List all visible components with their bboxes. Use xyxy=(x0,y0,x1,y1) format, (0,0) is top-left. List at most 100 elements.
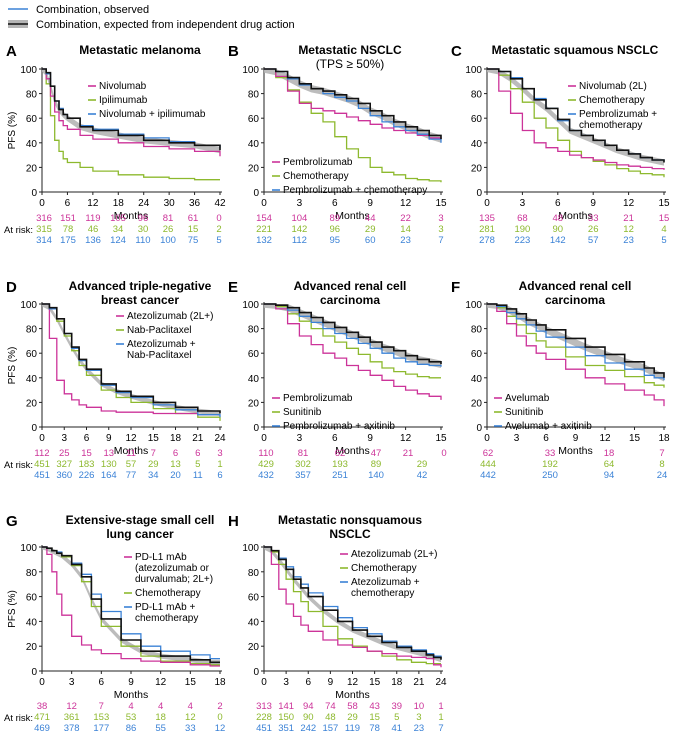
x-tick-label: 6 xyxy=(332,433,338,444)
at-risk-count: 223 xyxy=(514,235,530,246)
at-risk-count: 105 xyxy=(110,213,126,224)
at-risk-count: 34 xyxy=(113,224,124,235)
x-axis-label: Months xyxy=(335,689,369,701)
at-risk-count: 1 xyxy=(438,712,443,723)
at-risk-count: 20 xyxy=(170,470,181,481)
x-tick-label: 36 xyxy=(189,198,201,209)
at-risk-count: 13 xyxy=(103,448,114,459)
x-tick-label: 9 xyxy=(328,677,334,688)
at-risk-count: 150 xyxy=(278,712,294,723)
at-risk-count: 6 xyxy=(195,448,200,459)
panel-b: B Metastatic NSCLC(TPS ≥ 50%)020406080100… xyxy=(228,43,447,246)
at-risk-count: 357 xyxy=(295,470,311,481)
x-tick-label: 12 xyxy=(87,198,99,209)
y-tick-label: 40 xyxy=(248,617,260,628)
at-risk-count: 26 xyxy=(588,224,599,235)
at-risk-count: 42 xyxy=(417,470,428,481)
at-risk-count: 154 xyxy=(256,213,272,224)
at-risk-count: 5 xyxy=(661,235,666,246)
y-tick-label: 100 xyxy=(20,300,37,311)
panel-title: Advanced triple-negative xyxy=(69,279,212,293)
x-tick-label: 15 xyxy=(435,198,447,209)
legend-entry: Pembrolizumab + axitinib xyxy=(283,421,395,432)
x-tick-label: 18 xyxy=(113,198,125,209)
y-tick-label: 40 xyxy=(26,139,38,150)
at-risk-count: 10 xyxy=(414,701,425,712)
at-risk-count: 0 xyxy=(441,448,446,459)
at-risk-count: 55 xyxy=(155,723,166,734)
panel-e: E Advanced renal cellcarcinoma02040608010… xyxy=(228,279,447,481)
figure-legend: Combination, observed Combination, expec… xyxy=(8,4,295,31)
series-mono-curve xyxy=(42,68,221,157)
at-risk-count: 226 xyxy=(79,470,95,481)
panel-f: F Advanced renal cellcarcinoma02040608010… xyxy=(451,279,670,481)
at-risk-count: 39 xyxy=(391,701,402,712)
legend-entry: Avelumab xyxy=(505,393,550,404)
panel-title: breast cancer xyxy=(101,293,179,307)
y-tick-label: 0 xyxy=(253,423,259,434)
at-risk-count: 132 xyxy=(256,235,272,246)
at-risk-count: 33 xyxy=(588,213,599,224)
y-tick-label: 60 xyxy=(26,593,38,604)
y-tick-label: 20 xyxy=(26,398,38,409)
at-risk-count: 432 xyxy=(258,470,274,481)
at-risk-count: 327 xyxy=(56,459,72,470)
at-risk-count: 81 xyxy=(298,448,309,459)
at-risk-count: 7 xyxy=(99,701,104,712)
at-risk-count: 60 xyxy=(365,235,376,246)
x-tick-label: 9 xyxy=(106,433,112,444)
at-risk-count: 21 xyxy=(623,213,634,224)
x-tick-label: 18 xyxy=(170,433,182,444)
at-risk-count: 7 xyxy=(438,723,443,734)
panel-title: Advanced renal cell xyxy=(294,279,407,293)
x-tick-label: 24 xyxy=(138,198,150,209)
x-tick-label: 0 xyxy=(484,433,490,444)
x-axis-label: Months xyxy=(114,689,148,701)
at-risk-count: 0 xyxy=(217,712,222,723)
at-risk-count: 5 xyxy=(394,712,399,723)
legend-entry: Nivolumab + ipilimumab xyxy=(99,109,206,120)
legend-entry: Chemotherapy xyxy=(135,588,201,599)
y-tick-label: 40 xyxy=(26,374,38,385)
at-risk-count: 75 xyxy=(188,235,199,246)
expected-confidence-band xyxy=(264,304,441,368)
x-tick-label: 15 xyxy=(369,677,381,688)
at-risk-count: 89 xyxy=(371,459,382,470)
at-risk-count: 0 xyxy=(216,213,221,224)
legend-entry: Avelumab + axitinib xyxy=(505,421,592,432)
at-risk-count: 57 xyxy=(588,235,599,246)
at-risk-count: 1 xyxy=(438,701,443,712)
y-tick-label: 80 xyxy=(248,568,260,579)
x-tick-label: 18 xyxy=(391,677,403,688)
series-expected-curve xyxy=(487,303,665,378)
x-tick-label: 24 xyxy=(435,677,447,688)
x-tick-label: 0 xyxy=(261,433,267,444)
y-tick-label: 80 xyxy=(26,568,38,579)
x-axis-label: Months xyxy=(335,445,369,457)
at-risk-count: 3 xyxy=(217,448,222,459)
x-tick-label: 6 xyxy=(84,433,90,444)
y-tick-label: 20 xyxy=(26,163,38,174)
y-tick-label: 100 xyxy=(242,300,259,311)
at-risk-count: 442 xyxy=(480,470,496,481)
y-tick-label: 20 xyxy=(471,163,483,174)
at-risk-count: 451 xyxy=(34,459,50,470)
at-risk-count: 11 xyxy=(193,470,203,481)
at-risk-count: 5 xyxy=(216,235,221,246)
panel-title: Advanced renal cell xyxy=(519,279,632,293)
y-tick-label: 80 xyxy=(471,90,483,101)
at-risk-count: 68 xyxy=(517,213,528,224)
x-axis-label: Months xyxy=(335,210,369,222)
y-tick-label: 60 xyxy=(471,349,483,360)
at-risk-count: 6 xyxy=(173,448,178,459)
at-risk-count: 5 xyxy=(195,459,200,470)
x-tick-label: 42 xyxy=(214,198,226,209)
at-risk-count: 74 xyxy=(325,701,336,712)
at-risk-count: 451 xyxy=(256,723,272,734)
at-risk-count: 22 xyxy=(400,213,411,224)
x-tick-label: 0 xyxy=(39,198,45,209)
panel-letter: C xyxy=(451,43,462,60)
x-tick-label: 21 xyxy=(413,677,425,688)
series-chemo-curve xyxy=(42,68,220,181)
